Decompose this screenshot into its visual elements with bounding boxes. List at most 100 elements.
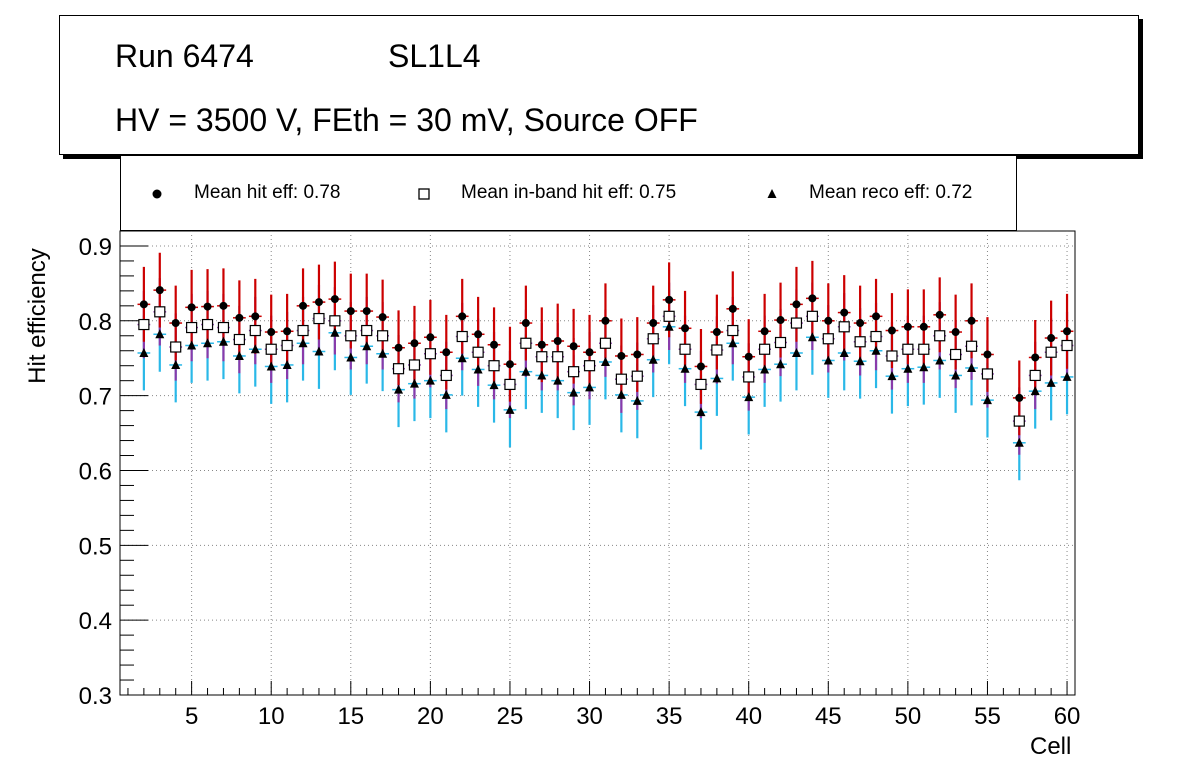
inband-point [472, 346, 484, 358]
inband-point [440, 369, 452, 382]
reco-point [839, 347, 849, 357]
hit-point [394, 343, 403, 352]
hit-point [219, 301, 228, 310]
inband-point [583, 360, 596, 372]
reco-point [521, 366, 531, 376]
legend-hit-label: Mean hit eff: 0.78 [194, 182, 341, 203]
inband-point [743, 371, 755, 383]
inband-point [170, 341, 182, 353]
inband-point [806, 310, 818, 322]
hit-point [187, 303, 196, 312]
hit-point [712, 328, 721, 337]
hit-point [1047, 334, 1056, 343]
hit-point [171, 319, 180, 328]
title-box: Run 6474 SL1L4 HV = 3500 V, FEth = 30 mV… [59, 15, 1139, 155]
reco-point [489, 380, 499, 390]
hit-point [474, 330, 483, 339]
inband-point [790, 317, 803, 329]
hit-point [330, 295, 339, 304]
reco-point [871, 345, 881, 355]
hit-point [585, 348, 594, 357]
x-tick-label: 10 [258, 703, 285, 730]
inband-point [138, 318, 150, 331]
y-tick-label: 0.3 [79, 683, 112, 710]
hit-point [696, 362, 705, 371]
conditions-label: HV = 3500 V, FEth = 30 mV, Source OFF [115, 102, 698, 138]
reco-point [362, 341, 372, 351]
x-axis-title: Cell [1030, 733, 1072, 760]
reco-point [203, 338, 213, 348]
hit-point [681, 324, 690, 333]
hit-point [983, 350, 992, 359]
reco-point [330, 327, 340, 337]
reco-point [171, 359, 181, 369]
reco-point [441, 389, 451, 399]
inband-point [249, 324, 261, 337]
reco-point [569, 387, 579, 397]
hit-point [808, 294, 817, 303]
hit-point [458, 312, 467, 321]
reco-point [585, 382, 595, 392]
hit-point [553, 337, 562, 346]
inband-point [329, 315, 341, 327]
inband-point [456, 330, 468, 343]
hit-point [617, 351, 626, 360]
reco-point [314, 346, 324, 356]
hit-point [426, 333, 435, 342]
reco-point [791, 347, 801, 357]
reco-point [1030, 386, 1040, 396]
hit-point [967, 316, 976, 325]
inband-point [663, 310, 675, 322]
hit-point [442, 348, 451, 357]
reco-point [712, 373, 722, 383]
inband-point [552, 351, 564, 363]
hit-point [203, 302, 212, 311]
reco-point [298, 338, 308, 348]
y-tick-label: 0.4 [79, 608, 112, 635]
reco-point [409, 378, 419, 388]
hit-point [760, 327, 769, 336]
hit-point [299, 301, 308, 310]
hit-point [569, 342, 578, 351]
reco-point [425, 375, 435, 385]
hit-point [521, 319, 530, 328]
layer-label: SL1L4 [388, 38, 481, 74]
reco-point [855, 356, 865, 366]
inband-point [774, 336, 787, 349]
y-axis-title: Hit efficiency [24, 248, 51, 384]
reco-point [760, 364, 770, 374]
inband-point [345, 330, 357, 342]
inband-point [679, 343, 691, 355]
hit-point [951, 328, 960, 337]
reco-point [553, 375, 563, 385]
x-tick-label: 55 [974, 703, 1001, 730]
inband-point [870, 330, 882, 343]
inband-point [265, 343, 277, 355]
inband-point [854, 336, 866, 348]
hit-point [346, 307, 355, 316]
legend: Mean hit eff: 0.78 Mean in-band hit eff:… [120, 156, 1017, 231]
reco-point [696, 407, 706, 417]
inband-point [965, 340, 978, 352]
hit-point [410, 339, 419, 348]
x-tick-label: 30 [576, 703, 603, 730]
reco-point [1046, 377, 1056, 387]
reco-point [1014, 437, 1024, 447]
reco-point [346, 352, 356, 362]
hit-point [139, 300, 148, 309]
x-tick-label: 15 [337, 703, 364, 730]
inband-point [838, 321, 850, 333]
hit-point [362, 307, 371, 316]
inband-point [886, 350, 898, 362]
y-tick-label: 0.5 [79, 533, 112, 560]
reco-point [632, 395, 642, 405]
legend-hit-marker [152, 189, 162, 199]
inband-point [950, 348, 962, 361]
run-label: Run 6474 [115, 38, 254, 74]
inband-point [902, 343, 914, 355]
hit-point [903, 322, 912, 331]
grid-lines [120, 231, 1075, 695]
reco-point [664, 321, 674, 331]
x-tick-label: 35 [656, 703, 683, 730]
